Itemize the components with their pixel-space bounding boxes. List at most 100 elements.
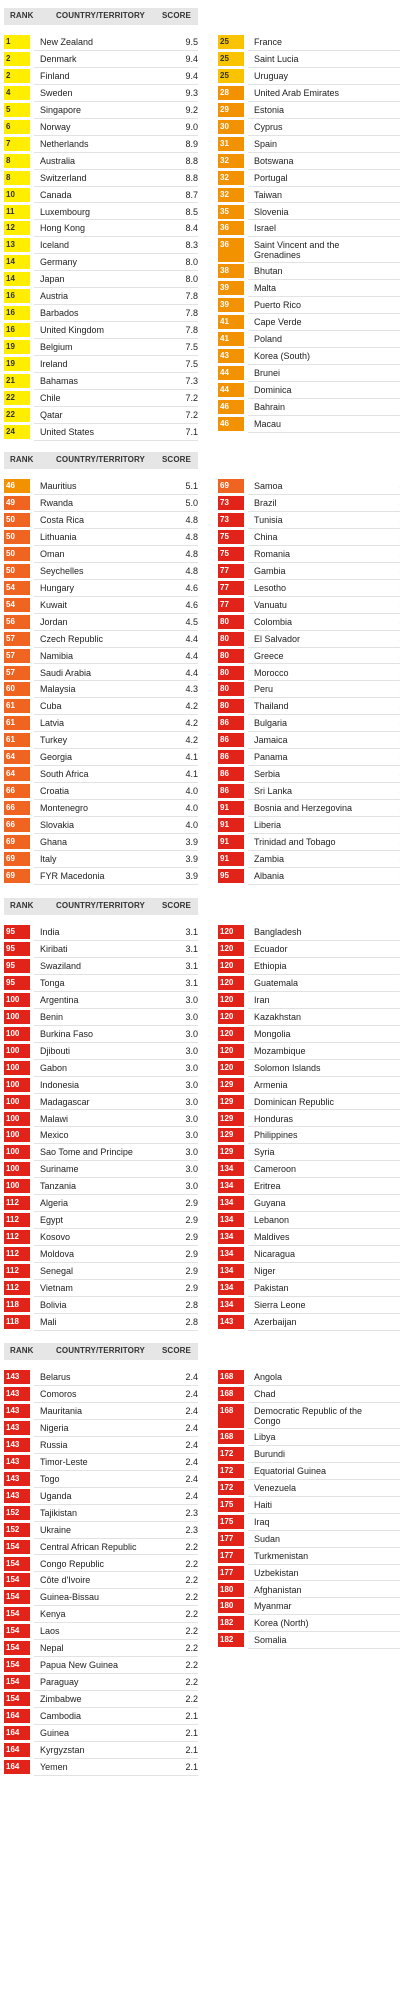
rank-badge: 44 — [218, 366, 244, 381]
row-divider — [248, 1092, 400, 1094]
rank-badge: 177 — [218, 1531, 244, 1546]
country-name: Nicaragua — [254, 1249, 296, 1260]
rank-badge: 154 — [4, 1641, 30, 1656]
rank-badge: 112 — [4, 1264, 30, 1278]
rank-badge: 30 — [218, 119, 244, 134]
country-name: Denmark — [40, 54, 77, 64]
country-name: Russia — [40, 1439, 68, 1450]
table-row: 112 Senegal 2.9 — [4, 1263, 198, 1280]
score-value: 4.1 — [185, 769, 198, 780]
table-row: 86 Sri Lanka 3.3 — [218, 783, 400, 801]
country-name: Iran — [254, 994, 270, 1005]
rank-badge: 100 — [4, 1145, 30, 1160]
rank-badge: 95 — [4, 975, 30, 990]
row-divider — [34, 338, 198, 340]
row-divider — [34, 1278, 198, 1280]
country-name: Mozambique — [254, 1045, 306, 1056]
header-score: SCORE — [162, 901, 191, 910]
table-row: 39 Malta 5.6 — [218, 280, 400, 298]
score-value: 3.3 — [386, 715, 400, 731]
row-divider — [248, 1461, 400, 1463]
country-name: Libya — [254, 1431, 276, 1442]
score-value: 2.1 — [185, 1761, 198, 1772]
score-value: 5.1 — [386, 399, 400, 415]
table-row: 175 Iraq 1.8 — [218, 1514, 400, 1531]
score-value: 3.1 — [185, 960, 198, 971]
rank-badge: 95 — [4, 942, 30, 956]
score-value: 3.0 — [185, 1062, 198, 1073]
row-divider — [34, 405, 198, 407]
country-name: Panama — [254, 752, 288, 763]
row-divider — [34, 1740, 198, 1742]
country-name: Malaysia — [40, 684, 76, 695]
country-name: Argentina — [40, 994, 79, 1005]
country-name: Switzerland — [40, 172, 87, 183]
score-value: 2.7 — [386, 1026, 400, 1042]
table-row: 134 Pakistan 2.5 — [218, 1280, 400, 1297]
country-name: Sudan — [254, 1533, 281, 1544]
row-divider — [248, 510, 400, 512]
rank-badge: 95 — [4, 925, 30, 939]
rank-badge: 120 — [218, 1060, 244, 1075]
row-divider — [248, 1024, 400, 1026]
rank-badge: 25 — [218, 68, 244, 83]
country-name: Saint Lucia — [254, 54, 299, 64]
score-value: 2.2 — [185, 1609, 198, 1620]
score-value: 4.0 — [185, 803, 198, 814]
row-divider — [248, 1194, 400, 1196]
table-row: 13 Iceland 8.3 — [4, 237, 198, 255]
row-divider — [34, 1656, 198, 1658]
rank-badge: 61 — [4, 733, 30, 748]
score-value: 2.3 — [185, 1524, 198, 1535]
rank-badge: 66 — [4, 801, 30, 816]
score-value: 2.2 — [185, 1660, 198, 1671]
country-name: Israel — [254, 223, 277, 234]
table-row: 100 Suriname 3.0 — [4, 1161, 198, 1179]
rank-badge: 112 — [4, 1230, 30, 1245]
country-name: Angola — [254, 1372, 283, 1382]
table-row: 41 Poland 5.5 — [218, 331, 400, 349]
score-value: 8.9 — [185, 138, 198, 149]
country-name: Zimbabwe — [40, 1694, 82, 1705]
score-value: 2.2 — [185, 1592, 198, 1603]
rank-badge: 2 — [4, 68, 30, 83]
rank-badge: 168 — [218, 1370, 244, 1384]
country-name: Ghana — [40, 837, 68, 847]
score-value: 7.5 — [185, 342, 198, 353]
table-row: 95 Swaziland 3.1 — [4, 958, 198, 975]
table-row: 164 Guinea 2.1 — [4, 1725, 198, 1742]
row-divider — [34, 134, 198, 136]
row-divider — [34, 849, 198, 851]
score-value: 6.1 — [386, 187, 400, 203]
rank-badge: 80 — [218, 665, 244, 680]
rank-badge: 35 — [218, 204, 244, 219]
row-divider — [34, 422, 198, 424]
country-name: Bulgaria — [254, 718, 288, 729]
rank-badge: 44 — [218, 383, 244, 397]
row-divider — [34, 1126, 198, 1128]
row-divider — [34, 1160, 198, 1162]
table-row: 86 Bulgaria 3.3 — [218, 715, 400, 733]
table-row: 143 Mauritania 2.4 — [4, 1403, 198, 1420]
table-row: 8 Switzerland 8.8 — [4, 170, 198, 187]
table-row: 80 El Salvador 3.4 — [218, 631, 400, 648]
row-divider — [34, 355, 198, 357]
row-divider — [34, 714, 198, 716]
rank-badge: 100 — [4, 1077, 30, 1092]
row-divider — [248, 990, 400, 992]
row-divider — [248, 731, 400, 733]
country-name: Canada — [40, 189, 72, 200]
rank-badge: 1 — [4, 35, 30, 49]
table-row: 100 Malawi 3.0 — [4, 1111, 198, 1128]
rank-badge: 134 — [218, 1213, 244, 1228]
rank-badge: 182 — [218, 1633, 244, 1648]
rank-badge: 6 — [4, 119, 30, 134]
score-value: 9.5 — [185, 37, 198, 47]
country-name: Thailand — [254, 701, 289, 712]
score-value: 5.8 — [386, 237, 400, 253]
table-row: 80 Morocco 3.4 — [218, 665, 400, 682]
country-name: Nepal — [40, 1643, 64, 1654]
row-divider — [248, 1384, 400, 1386]
table-row: 168 Libya 2.0 — [218, 1429, 400, 1446]
table-row: 154 Côte d'Ivoire 2.2 — [4, 1572, 198, 1590]
